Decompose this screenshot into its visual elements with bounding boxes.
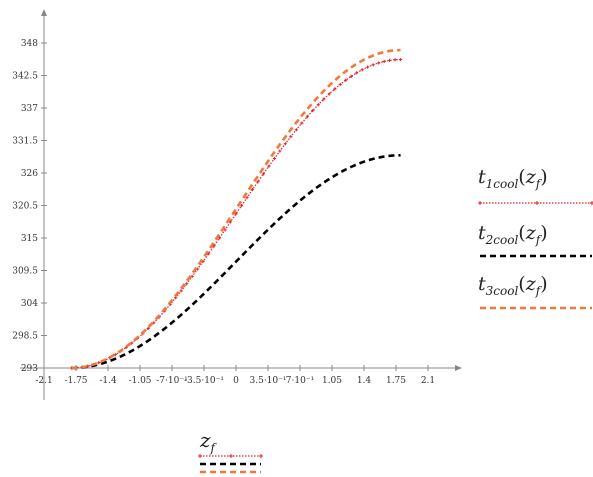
x-axis-legend: zf <box>200 428 270 455</box>
series-marker <box>300 121 304 125</box>
series-marker <box>245 196 249 200</box>
y-tick-label: 304 <box>21 299 38 309</box>
series-marker <box>311 108 315 113</box>
y-tick-label: 293 <box>21 364 38 374</box>
series-marker <box>377 61 381 65</box>
y-tick-label: 331.5 <box>12 137 38 147</box>
y-tick-label: 298.5 <box>12 332 38 342</box>
y-tick-label: 337 <box>21 104 38 114</box>
series-marker <box>382 59 386 64</box>
series-marker <box>371 63 375 67</box>
y-tick-label: 342.5 <box>12 72 38 82</box>
x-tick-label: 0 <box>233 376 239 386</box>
y-tick-label: 309.5 <box>12 267 38 277</box>
series-marker <box>349 74 353 78</box>
series-marker <box>338 82 342 87</box>
series-markers-t1cool <box>69 57 403 370</box>
series-marker <box>398 57 403 62</box>
series-marker <box>272 156 276 161</box>
x-tick-label: -7·10⁻¹ <box>156 376 187 386</box>
legend-label-t1cool: t1cool(zf) <box>478 166 548 191</box>
series-marker <box>217 236 222 240</box>
series-line-t2cool <box>71 153 401 370</box>
legend-item-t1cool: t1cool(zf) <box>478 166 548 191</box>
axes <box>20 9 462 400</box>
series-marker <box>256 180 260 184</box>
series-marker <box>97 361 101 365</box>
tick-labels: -2.1 -1.75 -1.4 -1.05 -7·10⁻¹-3.5·10⁻¹ 0 3.5·1… <box>12 39 435 386</box>
x-axis-label: zf <box>200 428 215 455</box>
series-marker <box>322 97 326 101</box>
legend-item-t3cool: t3cool(zf) <box>478 273 548 298</box>
series-marker <box>333 87 337 91</box>
series-marker <box>261 172 266 176</box>
series-marker <box>234 212 238 216</box>
x-axis-arrow <box>455 365 462 371</box>
series-marker <box>366 65 370 69</box>
x-tick-label: -2.1 <box>35 376 52 386</box>
x-tick-label: 3.5·10⁻¹ <box>250 376 287 386</box>
series-marker <box>316 103 320 107</box>
series-marker <box>179 289 183 293</box>
x-tick-label: 1.05 <box>322 376 342 386</box>
y-tick-label: 315 <box>21 234 38 244</box>
x-tick-label: -1.75 <box>64 376 87 386</box>
x-tick-label: 1.4 <box>357 376 372 386</box>
legend-item-t2cool: t2cool(zf) <box>478 222 548 247</box>
series-marker <box>239 204 244 208</box>
series-marker <box>344 78 348 82</box>
series-marker <box>228 220 233 224</box>
y-tick-label: 326 <box>21 169 38 179</box>
series-lines <box>69 48 403 370</box>
series-marker <box>355 71 359 75</box>
series-line-t3cool <box>71 48 401 370</box>
y-tick-label: 320.5 <box>12 202 38 212</box>
series-marker <box>360 68 364 72</box>
x-tick-label: 1.75 <box>386 376 406 386</box>
x-tick-label: -3.5·10⁻¹ <box>184 376 224 386</box>
y-tick-label: 348 <box>21 39 38 49</box>
series-marker <box>289 135 293 139</box>
series-marker <box>388 58 392 62</box>
y-axis-arrow <box>41 9 47 16</box>
series-marker <box>393 58 397 62</box>
legend-label-t2cool: t2cool(zf) <box>478 222 548 247</box>
x-tick-label: -1.05 <box>128 376 151 386</box>
series-marker <box>223 228 227 232</box>
series-marker <box>278 149 282 153</box>
series-marker <box>250 188 255 192</box>
x-tick-label: -1.4 <box>99 376 117 386</box>
series-marker <box>327 92 331 96</box>
x-tick-label: 2.1 <box>421 376 435 386</box>
series-marker <box>146 326 150 330</box>
series-marker <box>185 282 189 286</box>
legend-label-t3cool: t3cool(zf) <box>478 273 548 298</box>
series-marker <box>294 128 298 132</box>
series-marker <box>267 164 271 168</box>
series-marker <box>305 115 309 119</box>
series-marker <box>283 142 287 146</box>
x-tick-label: 7·10⁻¹ <box>286 376 314 386</box>
